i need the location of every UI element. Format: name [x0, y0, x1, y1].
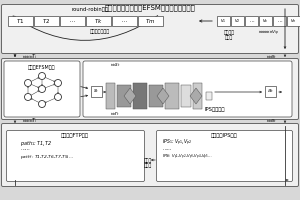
FancyBboxPatch shape	[149, 85, 163, 107]
Circle shape	[25, 94, 32, 100]
FancyBboxPatch shape	[60, 16, 85, 26]
Text: 环境：EFSM模型: 环境：EFSM模型	[28, 64, 56, 70]
FancyBboxPatch shape	[2, 4, 298, 53]
Text: IPS决策模型: IPS决策模型	[205, 108, 225, 112]
Text: ……: ……	[162, 146, 171, 152]
Text: $path_1$: T1,T2: $path_1$: T1,T2	[20, 138, 52, 148]
FancyBboxPatch shape	[91, 86, 102, 97]
FancyBboxPatch shape	[157, 130, 292, 182]
FancyBboxPatch shape	[2, 123, 298, 186]
Text: 输入序列IPS集合: 输入序列IPS集合	[211, 132, 237, 138]
Circle shape	[25, 79, 32, 86]
Circle shape	[38, 100, 46, 108]
Text: $path_f$: T1,T2,T6,T7,T9,…: $path_f$: T1,T2,T6,T7,T9,…	[20, 153, 74, 161]
Text: 状态$s_t$: 状态$s_t$	[110, 61, 121, 69]
FancyBboxPatch shape	[8, 16, 33, 26]
FancyBboxPatch shape	[117, 85, 131, 107]
Circle shape	[55, 79, 62, 86]
FancyBboxPatch shape	[265, 86, 276, 97]
Text: $T1$: $T1$	[16, 17, 25, 25]
Text: 输入参
数具体: 输入参 数具体	[144, 158, 152, 168]
Text: $s_t$: $s_t$	[93, 88, 100, 95]
FancyBboxPatch shape	[106, 83, 115, 109]
Circle shape	[38, 86, 46, 92]
Text: 目标变迁$T_i$: 目标变迁$T_i$	[22, 53, 38, 61]
FancyBboxPatch shape	[273, 16, 286, 26]
Text: 待训练变迁队列: 待训练变迁队列	[90, 28, 110, 33]
Text: $v_2$: $v_2$	[234, 17, 241, 25]
Text: …: …	[249, 19, 254, 23]
FancyBboxPatch shape	[231, 16, 244, 26]
Text: 输入参数
具体值: 输入参数 具体值	[224, 30, 235, 40]
Text: $Tm$: $Tm$	[145, 17, 156, 25]
FancyBboxPatch shape	[245, 16, 258, 26]
Circle shape	[38, 72, 46, 79]
FancyBboxPatch shape	[217, 16, 230, 26]
Text: 测试路径FTP集合: 测试路径FTP集合	[61, 132, 89, 138]
Text: 动作$a_t$: 动作$a_t$	[266, 53, 278, 61]
FancyBboxPatch shape	[287, 16, 300, 26]
Text: $T2$: $T2$	[42, 17, 51, 25]
Text: $IPS_1$: $V_{p1}$,$V_{p2}$: $IPS_1$: $V_{p1}$,$V_{p2}$	[162, 138, 192, 148]
Text: 目标变迁$T_i$: 目标变迁$T_i$	[22, 117, 38, 125]
Text: …: …	[70, 19, 75, 23]
Text: 奖励$r_t$: 奖励$r_t$	[110, 110, 120, 118]
Text: round-robin模式: round-robin模式	[71, 6, 109, 11]
Text: $IPS_f$: $V_{p1}$,$V_{p2}$,$V_{p3}$,$V_{p4}$,$V_{p5}$…: $IPS_f$: $V_{p1}$,$V_{p2}$,$V_{p3}$,$V_{…	[162, 153, 213, 161]
Polygon shape	[124, 88, 136, 104]
Polygon shape	[157, 88, 169, 104]
Text: ……: ……	[20, 146, 30, 152]
Text: …: …	[122, 19, 127, 23]
Text: $v_k$: $v_k$	[262, 17, 269, 25]
FancyBboxPatch shape	[193, 83, 202, 109]
Text: $v_n$: $v_n$	[290, 17, 297, 25]
FancyBboxPatch shape	[206, 92, 212, 100]
Text: 动作$a_t$: 动作$a_t$	[266, 117, 278, 125]
FancyBboxPatch shape	[133, 83, 147, 109]
FancyBboxPatch shape	[4, 61, 80, 117]
Text: $Tk$: $Tk$	[94, 17, 103, 25]
Circle shape	[55, 94, 62, 100]
FancyBboxPatch shape	[165, 83, 179, 109]
FancyBboxPatch shape	[138, 16, 163, 26]
FancyBboxPatch shape	[7, 130, 145, 182]
FancyBboxPatch shape	[86, 16, 111, 26]
FancyBboxPatch shape	[112, 16, 137, 26]
FancyBboxPatch shape	[2, 58, 298, 119]
Text: 基于深度强化学习的EFSM输入序列生成方法: 基于深度强化学习的EFSM输入序列生成方法	[105, 4, 195, 11]
Polygon shape	[190, 88, 202, 104]
Text: $a_t$: $a_t$	[267, 88, 274, 95]
FancyBboxPatch shape	[34, 16, 59, 26]
Text: …: …	[277, 19, 282, 23]
FancyBboxPatch shape	[259, 16, 272, 26]
Text: $v_1$: $v_1$	[220, 17, 227, 25]
FancyBboxPatch shape	[181, 85, 191, 107]
FancyBboxPatch shape	[83, 61, 292, 117]
Text: 输入参数向量$V_{ip}$: 输入参数向量$V_{ip}$	[257, 29, 278, 37]
